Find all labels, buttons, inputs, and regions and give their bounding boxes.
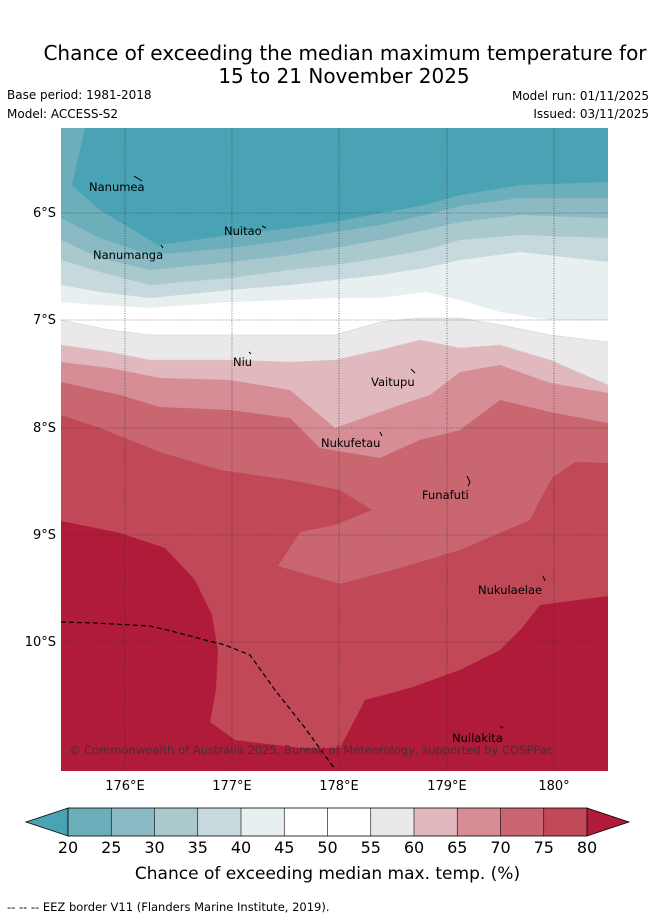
- band-75-east: [582, 528, 608, 565]
- colorbar-tick-label: 25: [101, 838, 122, 857]
- lat-label-10s: 10°S: [24, 635, 56, 650]
- model-run: Model run: 01/11/2025: [511, 89, 649, 103]
- colorbar-tick-label: 40: [230, 838, 252, 857]
- colorbar-tick-label: 75: [533, 838, 554, 857]
- nuilakita-island-shape: [499, 725, 504, 729]
- colorbar-tick-label: 65: [447, 838, 468, 857]
- colorbar-cell: [414, 808, 458, 836]
- colorbar-tick-label: 50: [317, 838, 338, 857]
- island-label-nuitao: Nuitao: [224, 224, 262, 238]
- model-name: Model: ACCESS-S2: [7, 107, 119, 121]
- island-label-funafuti: Funafuti: [422, 488, 469, 502]
- island-label-niu: Niu: [233, 355, 252, 369]
- nuitao-island-shape: [261, 225, 267, 229]
- colorbar-cell: [197, 808, 242, 836]
- colorbar-cell: [284, 808, 328, 836]
- colorbar-tick-label: 20: [57, 838, 79, 857]
- eez-legend-text: EEZ border V11 (Flanders Marine Institut…: [42, 900, 330, 914]
- colorbar-cell: [154, 808, 199, 836]
- island-label-nanumanga: Nanumanga: [93, 248, 163, 262]
- gridlines: [61, 128, 608, 771]
- contour-lines: [61, 317, 608, 386]
- lat-label-7s: 7°S: [32, 313, 56, 328]
- lon-label-179e: 179°E: [427, 779, 467, 794]
- colorbar-cell: [500, 808, 545, 836]
- island-label-vaitupu: Vaitupu: [371, 375, 415, 389]
- nukufetau-island-shape: [379, 431, 383, 437]
- colorbar-cell: [241, 808, 285, 836]
- island-shapes: [133, 175, 546, 729]
- nanumanga-island-shape: [160, 244, 164, 249]
- colorbar-low-extend: [24, 807, 69, 837]
- island-label-nuilakita: Nuilakita: [452, 731, 503, 745]
- chart-title-line2: 15 to 21 November 2025: [218, 64, 470, 88]
- chart-title-line1: Chance of exceeding the median maximum t…: [43, 41, 647, 65]
- lat-label-8s: 8°S: [32, 421, 56, 436]
- colorbar-tick-label: 45: [274, 838, 295, 857]
- nanumea-island-shape: [133, 175, 143, 182]
- island-label-nanumea: Nanumea: [89, 180, 145, 194]
- nukulaelae-island-shape: [542, 575, 546, 582]
- colorbar-tick-label: 30: [144, 838, 165, 857]
- colorbar-cell: [111, 808, 155, 836]
- lat-label-9s: 9°S: [32, 528, 56, 543]
- colorbar-tick-label: 70: [490, 838, 511, 857]
- lon-label-178e: 178°E: [319, 779, 359, 794]
- colorbar-tick-label: 55: [360, 838, 381, 857]
- colorbar-title: Chance of exceeding median max. temp. (%…: [134, 864, 521, 884]
- lon-label-177e: 177°E: [212, 779, 252, 794]
- island-labels: Nanumea Nuitao Nanumanga Niu Vaitupu Nuk…: [89, 180, 542, 745]
- colorbar-cells: [68, 808, 588, 836]
- lon-label-176e: 176°E: [105, 779, 145, 794]
- colorbar-cell: [370, 808, 415, 836]
- colorbar-cell: [457, 808, 501, 836]
- vaitupu-island-shape: [410, 368, 416, 374]
- copyright-notice: © Commonwealth of Australia 2025, Bureau…: [69, 743, 553, 757]
- lat-label-6s: 6°S: [32, 206, 56, 221]
- contour-fill: [61, 128, 608, 771]
- colorbar: [24, 807, 631, 837]
- colorbar-tick-label: 80: [576, 838, 598, 857]
- colorbar-cell: [327, 808, 372, 836]
- eez-legend: -- -- -- EEZ border V11 (Flanders Marine…: [7, 900, 330, 914]
- base-period: Base period: 1981-2018: [7, 88, 152, 102]
- colorbar-cell: [543, 808, 588, 836]
- funafuti-island-shape: [466, 475, 471, 487]
- colorbar-cell: [68, 808, 112, 836]
- eez-border: [60, 621, 335, 769]
- colorbar-high-extend: [586, 807, 631, 837]
- lon-label-180: 180°: [538, 779, 570, 794]
- issued-date: Issued: 03/11/2025: [533, 107, 649, 121]
- colorbar-tick-label: 60: [403, 838, 425, 857]
- niu-island-shape: [248, 351, 252, 355]
- island-label-nukulaelae: Nukulaelae: [478, 583, 542, 597]
- band-20: [72, 128, 608, 245]
- colorbar-tick-label: 35: [187, 838, 208, 857]
- eez-legend-dash: -- -- --: [7, 900, 40, 914]
- island-label-nukufetau: Nukufetau: [321, 436, 380, 450]
